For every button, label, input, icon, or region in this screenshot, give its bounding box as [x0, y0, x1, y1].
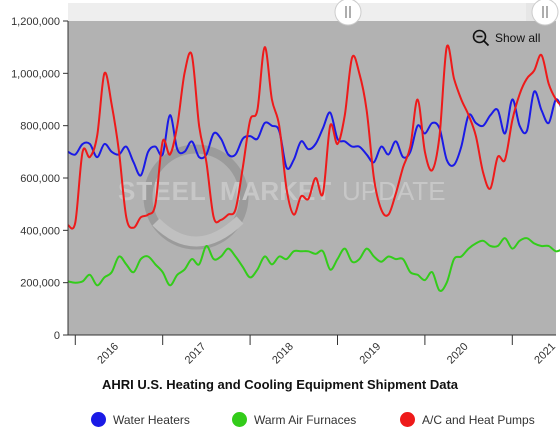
navigator-right-handle[interactable] — [531, 0, 559, 26]
navigator-window[interactable] — [68, 3, 526, 21]
legend-item-water-heaters[interactable]: Water Heaters — [91, 412, 190, 427]
legend: Water Heaters Warm Air Furnaces A/C and … — [0, 412, 560, 434]
x-tick-label: 2017 — [183, 341, 209, 367]
navigator[interactable] — [68, 3, 556, 21]
legend-label: Warm Air Furnaces — [254, 412, 357, 427]
show-all-label: Show all — [495, 31, 541, 45]
y-tick-label: 1,200,000 — [11, 16, 60, 28]
y-tick-label: 200,000 — [20, 278, 60, 290]
legend-item-warm-air-furnaces[interactable]: Warm Air Furnaces — [232, 412, 356, 427]
chart-title: AHRI U.S. Heating and Cooling Equipment … — [101, 377, 459, 392]
legend-marker-warm-air-furnaces — [232, 412, 247, 427]
y-tick-label: 0 — [54, 330, 60, 342]
x-tick-label: 2021 — [532, 341, 558, 367]
y-axis: 0 200,000 400,000 600,000 800,000 1,000,000 1,… — [11, 16, 68, 342]
x-tick-label: 2020 — [445, 341, 471, 367]
series-line-water-heaters[interactable] — [67, 90, 560, 177]
legend-marker-water-heaters — [91, 412, 106, 427]
legend-label: A/C and Heat Pumps — [422, 412, 535, 427]
series-layer — [67, 44, 560, 292]
x-tick-label: 2019 — [358, 341, 384, 367]
show-all-button[interactable]: Show all — [472, 29, 540, 47]
svg-text:STEEL: STEEL — [118, 176, 207, 206]
legend-marker-ac-heat-pumps — [400, 412, 415, 427]
legend-item-ac-heat-pumps[interactable]: A/C and Heat Pumps — [400, 412, 535, 427]
x-tick-label: 2016 — [95, 341, 121, 367]
series-line-warm-air-furnaces[interactable] — [67, 237, 560, 292]
zoom-out-icon — [472, 29, 490, 47]
y-tick-label: 1,000,000 — [11, 68, 60, 80]
y-tick-label: 400,000 — [20, 225, 60, 237]
y-tick-label: 800,000 — [20, 121, 60, 133]
x-axis: 2016 2017 2018 2019 2020 2021 — [74, 335, 558, 367]
y-tick-label: 600,000 — [20, 173, 60, 185]
navigator-left-handle[interactable] — [334, 0, 362, 26]
steel-market-update-watermark: STEEL MARKET UPDATE — [118, 144, 446, 250]
legend-label: Water Heaters — [113, 412, 190, 427]
x-tick-label: 2018 — [270, 341, 296, 367]
series-line-a-c-and-heat-pumps[interactable] — [67, 44, 560, 230]
